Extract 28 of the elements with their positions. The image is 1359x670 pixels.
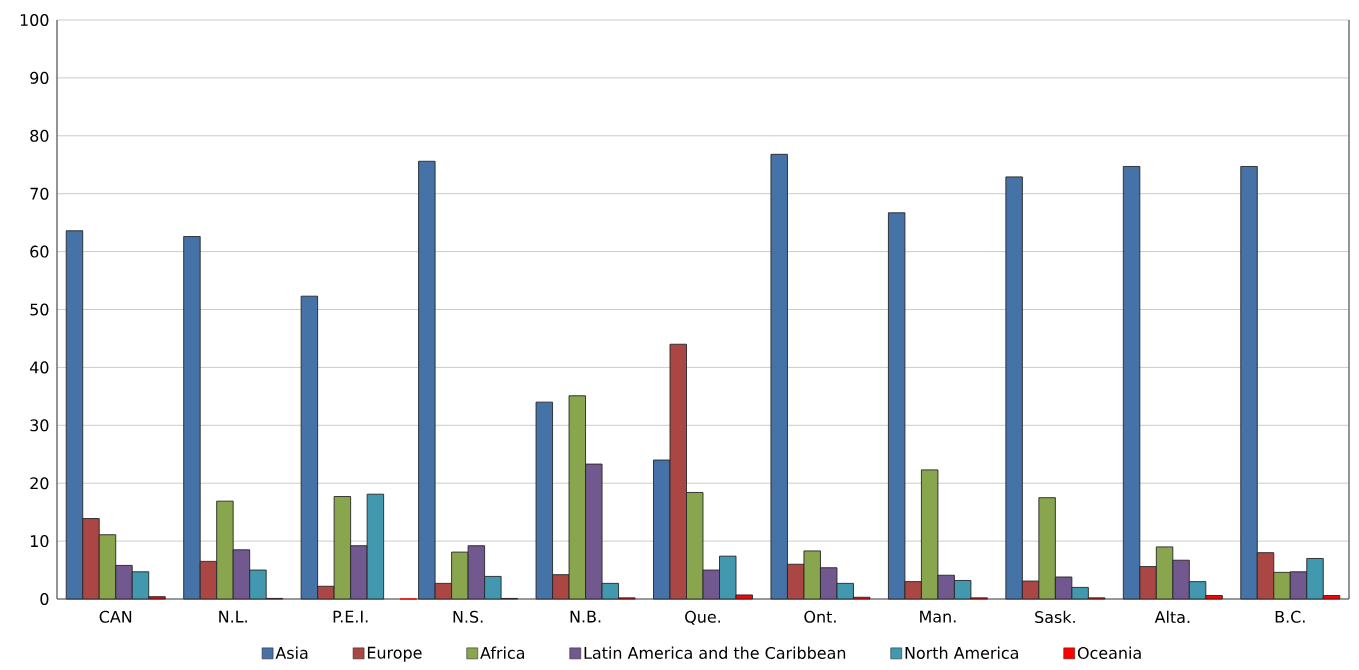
y-tick-label: 100: [20, 13, 49, 27]
legend-label: North America: [905, 646, 1018, 659]
legend-label: Africa: [480, 646, 525, 659]
y-tick-label: 90: [30, 71, 49, 84]
y-tick-label: 10: [30, 535, 49, 548]
y-tick-label: 50: [30, 303, 49, 316]
x-tick-label: Sask.: [1035, 610, 1075, 624]
y-tick-label: 60: [30, 245, 49, 258]
x-tick-label: N.S.: [453, 610, 483, 623]
legend-label: Latin America and the Caribbean: [584, 646, 846, 659]
legend-label: Asia: [275, 646, 308, 659]
legend-label: Europe: [367, 646, 422, 662]
x-tick-label: Alta.: [1154, 610, 1190, 624]
x-tick-label: Man.: [920, 610, 956, 623]
y-tick-label: 0: [40, 592, 49, 606]
legend-label: Oceania: [1077, 646, 1141, 659]
y-tick-label: 20: [30, 477, 49, 490]
x-tick-label: Ont.: [804, 610, 836, 623]
x-tick-label: Que.: [685, 610, 721, 625]
y-tick-label: 70: [30, 187, 49, 200]
x-tick-label: B.C.: [1275, 610, 1305, 623]
y-tick-label: 30: [30, 419, 49, 432]
x-tick-label: N.B.: [570, 610, 601, 623]
y-tick-label: 40: [29, 361, 49, 374]
y-tick-label: 80: [30, 129, 49, 142]
x-tick-label: P.E.I.: [333, 610, 368, 623]
x-tick-label: CAN: [99, 610, 132, 623]
x-tick-label: N.L.: [219, 610, 247, 623]
